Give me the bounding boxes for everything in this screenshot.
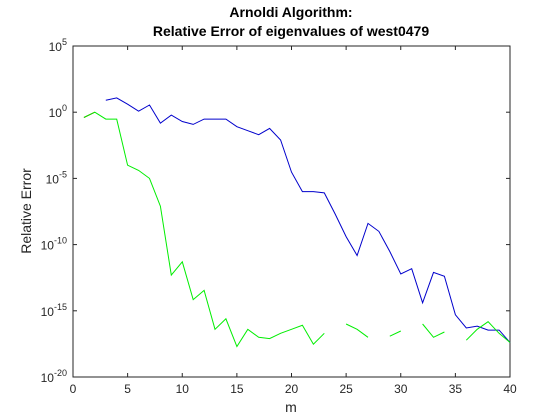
series-line-2-segment-4 — [465, 321, 511, 343]
series-line-1-segment-0 — [105, 97, 511, 343]
x-tick-label: 30 — [394, 382, 408, 396]
y-axis-ticks: 105 100 10-5 10-10 10-15 10-20 — [41, 37, 510, 385]
y-tick-label: 10-5 — [46, 169, 67, 186]
x-axis-label: m — [285, 399, 297, 415]
y-axis-label: Relative Error — [18, 168, 34, 254]
y-tick-label: 100 — [49, 103, 67, 120]
y-tick-label: 10-20 — [41, 368, 67, 385]
y-tick-label: 10-15 — [41, 302, 67, 319]
x-tick-label: 40 — [503, 382, 517, 396]
series-group — [83, 97, 511, 348]
x-tick-label: 35 — [449, 382, 463, 396]
x-tick-label: 20 — [285, 382, 299, 396]
x-axis-ticks: 0 5 10 15 20 25 30 35 40 — [70, 46, 517, 396]
plot-area — [72, 45, 511, 378]
series-line-2-segment-0 — [83, 111, 325, 348]
series-line-2-segment-2 — [389, 330, 402, 337]
chart-title-line-2: Relative Error of eigenvalues of west047… — [153, 23, 429, 39]
x-tick-label: 25 — [339, 382, 353, 396]
x-tick-label: 5 — [124, 382, 131, 396]
series-line-2-segment-1 — [345, 323, 369, 338]
x-tick-label: 15 — [230, 382, 244, 396]
chart-title-line-1: Arnoldi Algorithm: — [229, 4, 352, 20]
x-tick-label: 0 — [70, 382, 77, 396]
x-tick-label: 10 — [176, 382, 190, 396]
y-tick-label: 10-10 — [41, 236, 67, 253]
series-line-2-segment-3 — [422, 323, 445, 338]
y-tick-label: 105 — [49, 37, 67, 54]
